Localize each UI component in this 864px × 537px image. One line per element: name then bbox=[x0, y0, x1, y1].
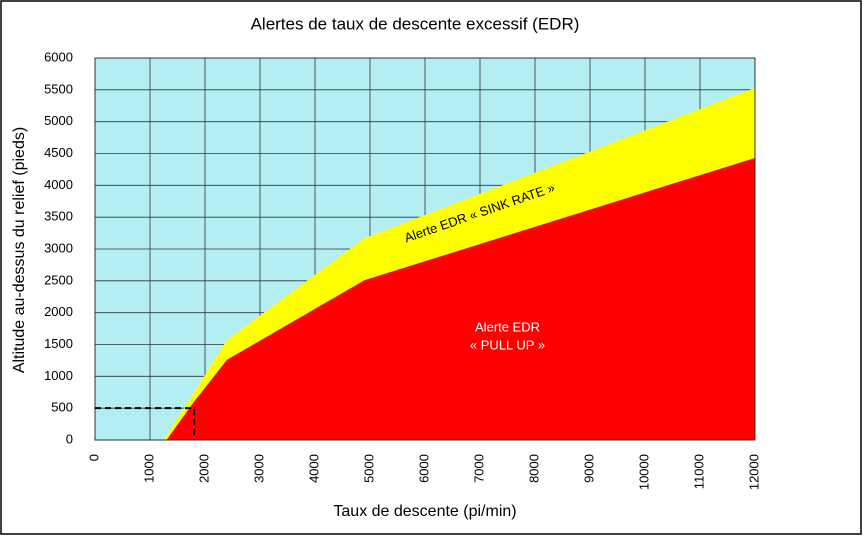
x-axis-label: Taux de descente (pi/min) bbox=[333, 503, 516, 520]
annotation: Alerte EDR « PULL UP » bbox=[470, 320, 545, 353]
y-tick-label: 4000 bbox=[44, 177, 73, 192]
x-tick-label: 11000 bbox=[691, 454, 706, 489]
y-tick-label: 2000 bbox=[44, 304, 73, 319]
x-tick-label: 4000 bbox=[306, 454, 321, 483]
x-tick-label: 12000 bbox=[746, 454, 761, 490]
area bbox=[166, 157, 755, 440]
chart-title: Alertes de taux de descente excessif (ED… bbox=[251, 14, 580, 33]
x-tick-label: 6000 bbox=[416, 454, 431, 483]
x-tick-label: 8000 bbox=[526, 454, 541, 483]
x-tick-label: 7000 bbox=[471, 454, 486, 483]
y-tick-label: 1000 bbox=[44, 368, 73, 383]
x-tick-label: 2000 bbox=[196, 454, 211, 483]
annotation-line: « PULL UP » bbox=[470, 338, 545, 353]
x-tick-label: 0 bbox=[86, 454, 101, 461]
y-tick-label: 4500 bbox=[44, 145, 73, 160]
y-tick-label: 3000 bbox=[44, 240, 73, 255]
y-tick-label: 6000 bbox=[44, 49, 73, 64]
y-tick-label: 1500 bbox=[44, 336, 73, 351]
x-tick-label: 10000 bbox=[636, 454, 651, 490]
x-tick-label: 9000 bbox=[581, 454, 596, 483]
y-tick-label: 500 bbox=[51, 400, 73, 415]
annotation-line: Alerte EDR bbox=[475, 320, 540, 335]
y-tick-label: 2500 bbox=[44, 272, 73, 287]
plot-border bbox=[94, 57, 756, 441]
x-tick-label: 3000 bbox=[251, 454, 266, 483]
x-tick-label: 1000 bbox=[141, 454, 156, 483]
y-tick-label: 5500 bbox=[44, 81, 73, 96]
x-tick-label: 5000 bbox=[361, 454, 376, 483]
y-axis-label: Altitude au-dessus du relief (pieds) bbox=[11, 127, 28, 373]
y-tick-label: 0 bbox=[66, 431, 73, 446]
reference-line bbox=[95, 407, 195, 440]
y-tick-label: 5000 bbox=[44, 113, 73, 128]
y-tick-label: 3500 bbox=[44, 209, 73, 224]
